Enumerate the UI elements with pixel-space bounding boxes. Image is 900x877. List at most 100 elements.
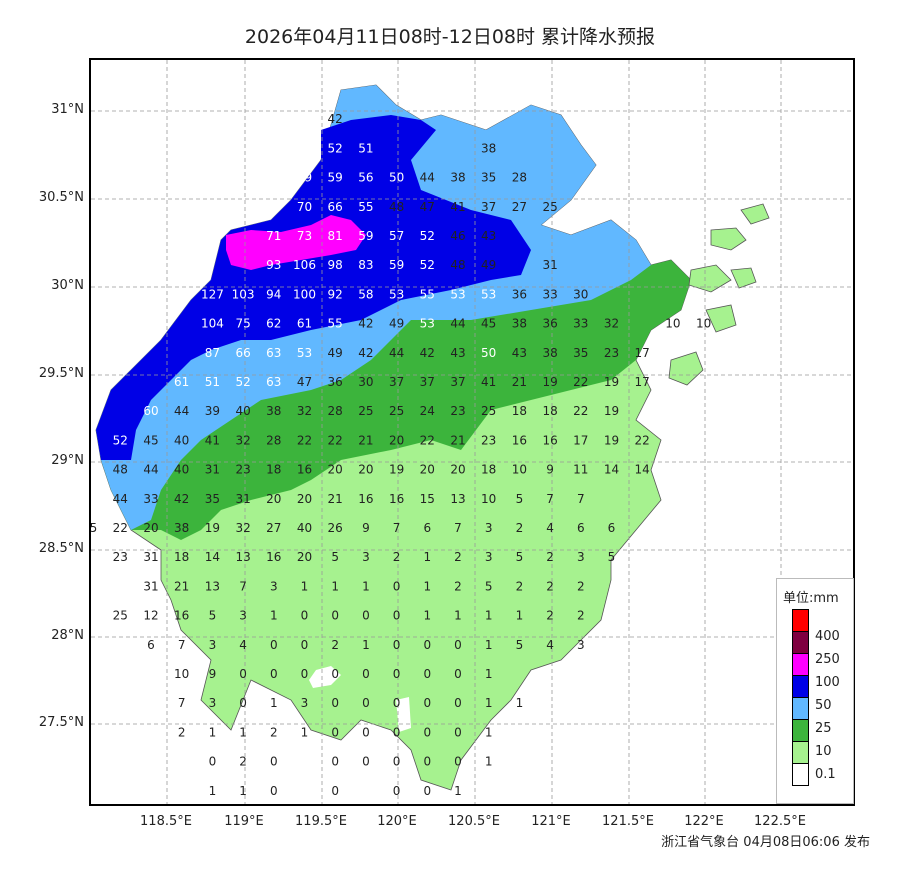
station-value: 3 [577,550,585,564]
legend-label: 50 [815,698,832,713]
station-value: 52 [297,141,312,155]
station-value: 23 [450,404,465,418]
station-value: 2 [577,579,585,593]
station-value: 10 [696,317,711,331]
station-value: 53 [481,287,496,301]
legend-swatch [792,631,809,654]
station-value: 104 [201,317,224,331]
station-value: 2 [270,725,278,739]
station-value: 54 [91,492,97,506]
lat-label-28: 28°N [51,628,84,643]
station-value: 1 [485,696,493,710]
station-value: 1 [454,609,462,623]
station-value: 0 [270,755,278,769]
station-value: 18 [174,550,189,564]
station-value: 52 [113,433,128,447]
station-value: 22 [635,433,650,447]
station-value: 13 [450,492,465,506]
station-value: 0 [362,667,370,681]
station-value: 0 [454,755,462,769]
station-value: 27 [266,521,281,535]
station-value: 19 [205,521,220,535]
station-value: 55 [328,317,343,331]
station-value: 0 [393,579,401,593]
station-value: 45 [481,317,496,331]
island-group [668,203,770,386]
station-value: 17 [635,346,650,360]
station-value: 1 [270,696,278,710]
legend-label: 0.1 [815,767,836,782]
legend-swatch [792,741,809,764]
station-value: 23 [113,550,128,564]
station-value: 22 [113,521,128,535]
station-value: 0 [393,784,401,798]
station-value: 35 [91,521,97,535]
station-value: 45 [143,433,158,447]
lon-label-122: 122°E [684,814,724,829]
station-value: 20 [297,550,312,564]
station-value: 1 [362,579,370,593]
station-value: 0 [331,755,339,769]
map-title: 2026年04月11日08时-12日08时 累计降水预报 [244,26,656,48]
station-value: 1 [209,725,217,739]
station-value: 37 [481,200,496,214]
station-value: 3 [209,638,217,652]
station-value: 0 [362,725,370,739]
station-value: 51 [205,375,220,389]
lon-label-120-5: 120.5°E [448,814,500,829]
station-value: 5 [608,550,616,564]
station-value: 43 [481,229,496,243]
station-value: 6 [608,521,616,535]
station-value: 25 [113,609,128,623]
station-value: 1 [423,550,431,564]
station-value: 39 [205,404,220,418]
station-value: 2 [577,609,585,623]
legend-color-bar [792,609,809,786]
legend: 单位:mm 400 250 100 50 25 10 0.1 [776,578,854,804]
station-value: 5 [485,579,493,593]
station-value: 71 [266,229,281,243]
station-value: 66 [235,346,250,360]
station-value: 0 [393,755,401,769]
station-value: 37 [450,375,465,389]
dry-patch-1 [309,666,341,688]
legend-labels: 400 250 100 50 25 10 0.1 [815,625,840,786]
station-value: 3 [270,579,278,593]
station-value: 35 [205,492,220,506]
station-value: 16 [174,609,189,623]
station-value: 56 [358,171,373,185]
station-value: 40 [174,433,189,447]
station-value: 38 [174,521,189,535]
station-value: 59 [297,171,312,185]
station-value: 4 [239,638,247,652]
station-value: 21 [512,375,527,389]
station-value: 11 [573,463,588,477]
station-value: 0 [393,667,401,681]
station-value: 52 [420,258,435,272]
station-value: 20 [328,463,343,477]
station-value: 25 [358,404,373,418]
station-value: 1 [331,579,339,593]
station-value: 106 [293,258,316,272]
station-value: 0 [331,725,339,739]
station-value: 42 [174,492,189,506]
station-value: 75 [235,317,250,331]
station-value: 0 [331,667,339,681]
station-value: 0 [423,725,431,739]
station-value: 16 [389,492,404,506]
station-value: 22 [420,433,435,447]
station-value: 2 [546,609,554,623]
station-value: 20 [389,433,404,447]
station-value: 38 [450,171,465,185]
station-value: 18 [512,404,527,418]
station-value: 16 [297,463,312,477]
station-value: 33 [542,287,557,301]
station-value: 52 [328,141,343,155]
station-value: 44 [113,492,128,506]
station-value: 42 [328,112,343,126]
station-value: 1 [423,579,431,593]
station-value: 2 [516,521,524,535]
station-value: 7 [178,696,186,710]
station-value: 2 [516,579,524,593]
lat-label-28-5: 28.5°N [38,541,84,556]
